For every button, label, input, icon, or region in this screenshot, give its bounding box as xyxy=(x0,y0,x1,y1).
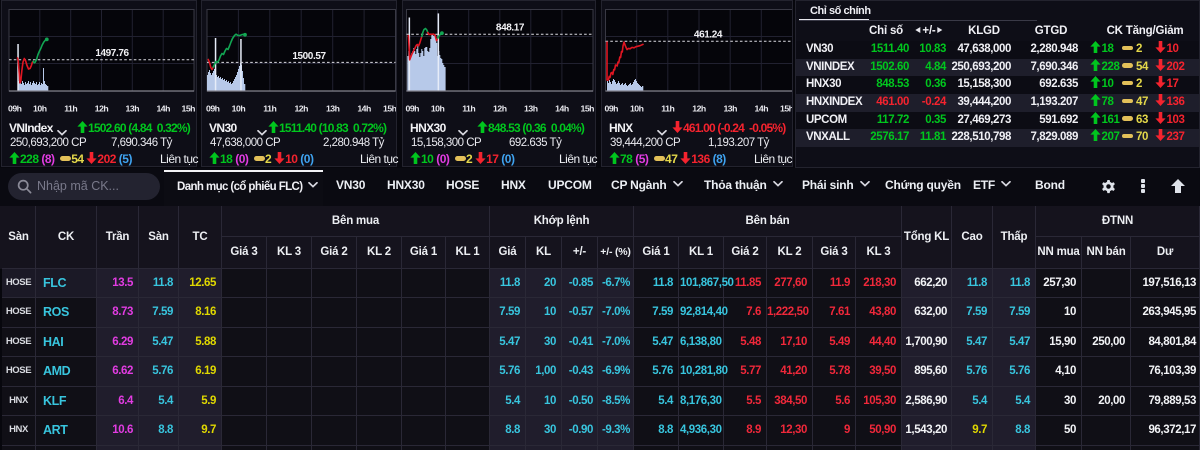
svg-text:1497.76: 1497.76 xyxy=(95,48,129,59)
svg-text:11h: 11h xyxy=(661,104,674,114)
svg-text:12h: 12h xyxy=(692,104,706,114)
svg-text:15h: 15h xyxy=(383,104,396,114)
svg-text:13h: 13h xyxy=(126,104,140,114)
svg-text:14h: 14h xyxy=(156,104,170,114)
svg-text:15h: 15h xyxy=(182,104,196,114)
svg-text:14h: 14h xyxy=(357,104,371,114)
svg-text:13h: 13h xyxy=(723,104,737,114)
svg-text:12h: 12h xyxy=(294,104,308,114)
svg-text:848.17: 848.17 xyxy=(496,23,525,34)
svg-text:15h: 15h xyxy=(780,104,792,114)
svg-text:12h: 12h xyxy=(95,104,109,114)
svg-text:13h: 13h xyxy=(326,104,340,114)
svg-text:10h: 10h xyxy=(232,104,246,114)
svg-text:10h: 10h xyxy=(431,104,445,114)
svg-text:11h: 11h xyxy=(263,104,276,114)
svg-text:11h: 11h xyxy=(462,104,475,114)
svg-text:14h: 14h xyxy=(555,104,569,114)
svg-text:10h: 10h xyxy=(630,104,644,114)
svg-text:13h: 13h xyxy=(524,104,538,114)
svg-text:14h: 14h xyxy=(755,104,769,114)
svg-text:09h: 09h xyxy=(406,104,420,114)
svg-text:1500.57: 1500.57 xyxy=(292,51,326,62)
svg-text:09h: 09h xyxy=(8,104,22,114)
svg-text:09h: 09h xyxy=(206,104,220,114)
svg-text:12h: 12h xyxy=(493,104,507,114)
svg-text:10h: 10h xyxy=(33,104,47,114)
svg-text:11h: 11h xyxy=(64,104,77,114)
svg-text:461.24: 461.24 xyxy=(694,30,723,41)
svg-text:09h: 09h xyxy=(605,104,619,114)
svg-text:15h: 15h xyxy=(581,104,595,114)
